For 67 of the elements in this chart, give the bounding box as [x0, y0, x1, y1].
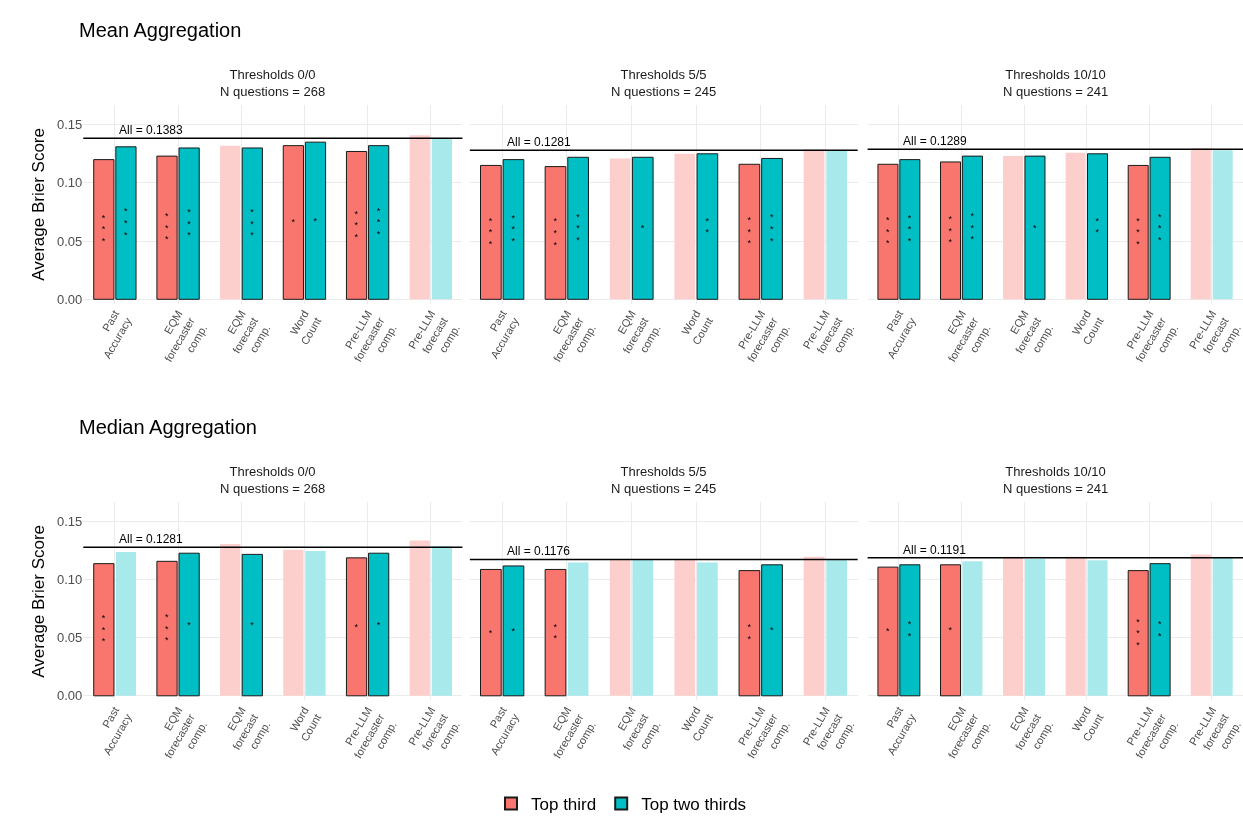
- y-tick-label: 0.05: [56, 233, 83, 249]
- y-tick-label: 0.15: [56, 514, 83, 530]
- data-label: *: [313, 215, 318, 226]
- text: Mean Aggregation: [79, 19, 242, 41]
- y-tick-label: 0.00: [56, 291, 83, 307]
- data-label: *: [354, 621, 359, 632]
- data-label: * * *: [488, 215, 493, 250]
- y-tick-label: 0.00: [56, 688, 83, 704]
- data-label: * *: [1158, 618, 1163, 641]
- data-label: * *: [705, 215, 710, 238]
- data-label: * * *: [165, 611, 169, 646]
- data-label: * * *: [376, 205, 381, 240]
- data-label: * *: [747, 622, 752, 645]
- chart-title: Thresholds 5/5 N questions = 245: [611, 464, 717, 496]
- data-label: *: [511, 625, 516, 636]
- data-label: * *: [907, 619, 912, 642]
- chart-title: Thresholds 10/10 N questions = 241: [1003, 464, 1109, 496]
- y-tick-label: 0.10: [56, 175, 83, 191]
- data-label: * * *: [187, 206, 192, 241]
- data-label: * * *: [101, 212, 106, 247]
- data-label: *: [187, 619, 192, 630]
- data-label: *: [488, 627, 493, 638]
- text: Median Aggregation: [79, 416, 257, 438]
- ref-line-label: All = 0.1281: [507, 135, 572, 149]
- ref-line-label: All = 0.1281: [119, 532, 184, 546]
- data-label: *: [1032, 222, 1037, 233]
- data-label: *: [948, 625, 953, 636]
- chart-title: Thresholds 5/5 N questions = 245: [611, 67, 717, 99]
- data-label: * * *: [1136, 616, 1141, 650]
- data-label: * * *: [970, 211, 975, 245]
- chart-title: Thresholds 0/0 N questions = 268: [220, 464, 326, 496]
- data-label: * * *: [250, 206, 255, 241]
- data-label: * *: [1095, 215, 1100, 238]
- ref-line-label: All = 0.1191: [903, 543, 967, 557]
- legend-label: Top third: [531, 795, 597, 815]
- data-label: * * *: [511, 212, 516, 247]
- data-label: * * *: [885, 215, 890, 249]
- data-label: *: [250, 620, 255, 631]
- data-label: * * *: [907, 212, 912, 247]
- y-axis-title: Average Brier Score: [28, 128, 48, 281]
- chart-title: Thresholds 10/10 N questions = 241: [1003, 67, 1109, 99]
- chart-title: Thresholds 0/0 N questions = 268: [220, 67, 326, 99]
- data-label: * * *: [165, 211, 169, 245]
- data-label: * * *: [1136, 215, 1141, 250]
- data-label: * * *: [101, 613, 106, 647]
- ref-line-label: All = 0.1383: [119, 123, 184, 137]
- y-tick-label: 0.10: [56, 572, 83, 588]
- y-tick-label: 0.05: [56, 630, 83, 646]
- data-label: *: [770, 625, 775, 636]
- ref-line-label: All = 0.1289: [903, 134, 968, 148]
- data-label: *: [291, 217, 296, 228]
- data-label: * * *: [948, 213, 953, 248]
- data-label: *: [640, 223, 645, 234]
- data-label: * * *: [770, 212, 775, 246]
- data-label: * * *: [354, 208, 359, 243]
- data-label: * * *: [553, 216, 558, 250]
- data-label: *: [885, 626, 890, 637]
- data-label: * * *: [576, 211, 581, 245]
- data-label: * * *: [123, 206, 128, 240]
- data-label: * * *: [1158, 211, 1163, 245]
- data-label: * * *: [747, 215, 752, 249]
- y-tick-label: 0.15: [56, 117, 83, 133]
- data-label: *: [376, 619, 381, 630]
- legend-label: Top two thirds: [641, 795, 747, 815]
- y-axis-title: Average Brier Score: [28, 524, 48, 678]
- data-label: * *: [553, 621, 558, 644]
- ref-line-label: All = 0.1176: [507, 544, 571, 558]
